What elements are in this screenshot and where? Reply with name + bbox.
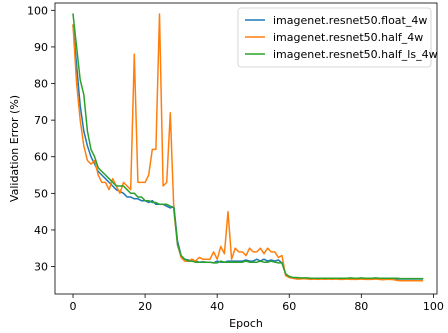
legend-label: imagenet.resnet50.half_4w [273, 31, 423, 44]
plot-frame [54, 2, 438, 295]
y-tick-label: 40 [34, 224, 48, 237]
legend-box [237, 7, 432, 68]
series-line-3 [72, 13, 424, 280]
x-tick-label: 60 [282, 300, 296, 313]
y-axis-label: Validation Error (%) [8, 95, 21, 202]
legend: imagenet.resnet50.float_4w imagenet.resne… [237, 7, 438, 68]
x-axis-label: Epoch [229, 317, 263, 330]
y-tick-label: 80 [34, 78, 48, 91]
axes: 0 20 40 60 80 100 30 40 50 60 70 80 90 100 [27, 2, 444, 313]
x-tick-label: 40 [210, 300, 224, 313]
x-tick-label: 100 [423, 300, 444, 313]
series-line-2 [72, 13, 424, 282]
y-tick-label: 70 [34, 114, 48, 127]
legend-label: imagenet.resnet50.half_ls_4w [273, 48, 438, 61]
x-tick-label: 0 [70, 300, 77, 313]
plot-area [72, 13, 424, 282]
legend-label: imagenet.resnet50.float_4w [273, 14, 427, 27]
y-tick-label: 100 [27, 4, 48, 17]
y-tick-label: 90 [34, 41, 48, 54]
x-tick-label: 20 [138, 300, 152, 313]
y-tick-label: 50 [34, 187, 48, 200]
x-tick-label: 80 [354, 300, 368, 313]
y-tick-label: 60 [34, 151, 48, 164]
y-tick-label: 30 [34, 261, 48, 274]
